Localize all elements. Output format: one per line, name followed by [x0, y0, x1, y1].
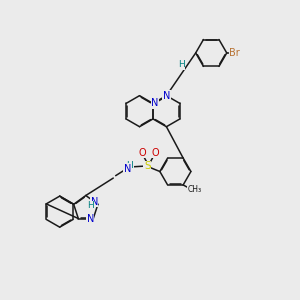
Text: H: H — [178, 60, 185, 69]
Text: H: H — [127, 161, 134, 170]
Text: N: N — [163, 91, 170, 101]
Text: N: N — [91, 197, 98, 207]
Text: N: N — [151, 98, 158, 108]
Text: O: O — [152, 148, 160, 158]
Text: H: H — [87, 201, 94, 210]
Text: CH₃: CH₃ — [188, 184, 202, 194]
Text: S: S — [144, 161, 151, 171]
Text: O: O — [138, 148, 146, 158]
Text: N: N — [124, 164, 131, 174]
Text: Br: Br — [229, 48, 240, 58]
Text: N: N — [87, 214, 94, 224]
